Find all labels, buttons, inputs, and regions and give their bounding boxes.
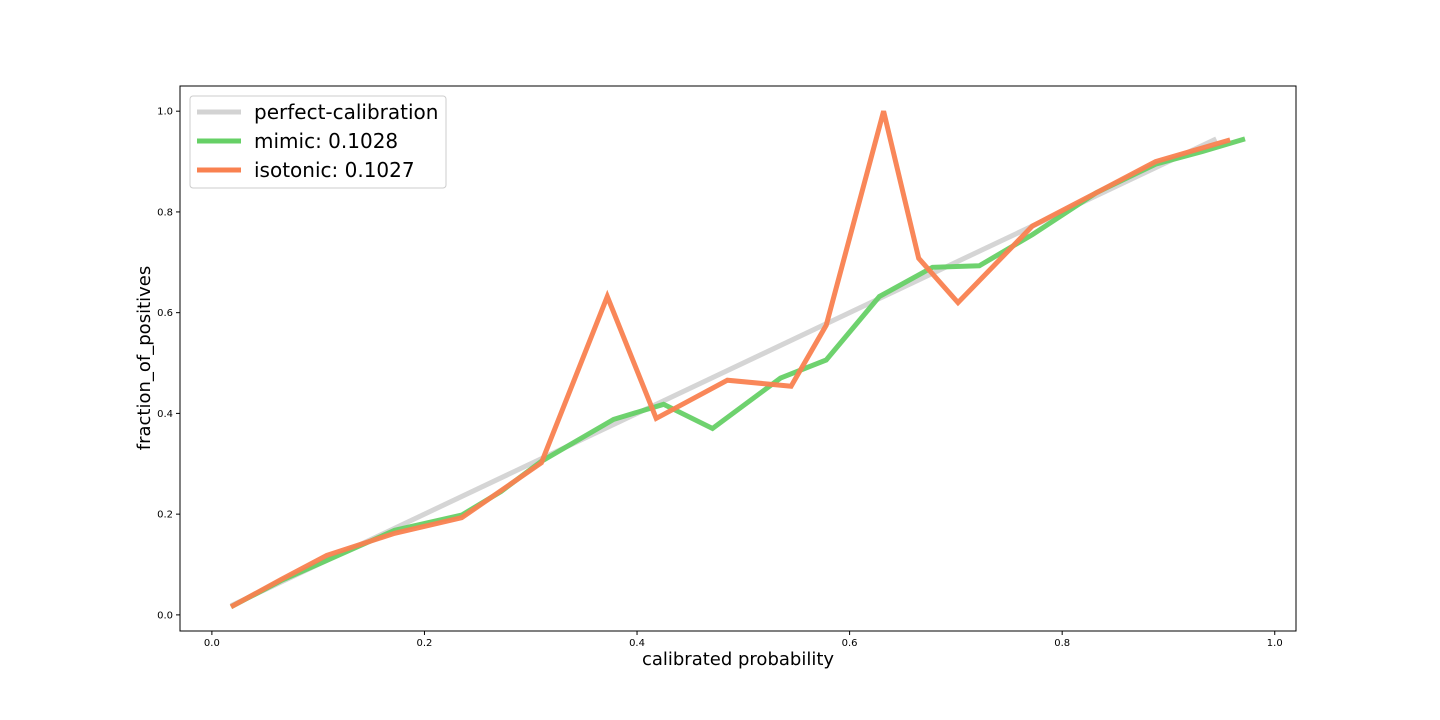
y-tick-label: 0.6 (157, 308, 173, 319)
x-tick-label: 0.2 (417, 638, 433, 649)
legend: perfect-calibration mimic: 0.1028 isotonic… (189, 95, 447, 189)
y-tick-label: 0.8 (157, 207, 173, 218)
x-tick-label: 0.0 (204, 638, 220, 649)
legend-label-isotonic: isotonic: 0.1027 (254, 158, 415, 182)
legend-box (189, 95, 447, 189)
x-tick-label: 0.4 (629, 638, 645, 649)
x-axis: 0.0 0.2 0.4 0.6 0.8 1.0 (204, 631, 1283, 649)
y-tick-label: 0.2 (157, 510, 173, 521)
series-line-isotonic (229, 110, 1231, 609)
legend-label-mimic: mimic: 0.1028 (254, 129, 398, 153)
x-axis-label: calibrated probability (642, 649, 834, 670)
x-tick-label: 0.6 (842, 638, 858, 649)
y-tick-label: 0.4 (157, 409, 173, 420)
y-axis-label: fraction_of_positives (134, 266, 155, 450)
y-axis: 0.0 0.2 0.4 0.6 0.8 1.0 (157, 107, 180, 621)
legend-label-perfect-calibration: perfect-calibration (254, 100, 438, 124)
y-tick-label: 1.0 (157, 107, 173, 118)
x-tick-label: 1.0 (1267, 638, 1283, 649)
y-tick-label: 0.0 (157, 610, 173, 621)
series-lines (229, 110, 1246, 610)
x-tick-label: 0.8 (1054, 638, 1070, 649)
